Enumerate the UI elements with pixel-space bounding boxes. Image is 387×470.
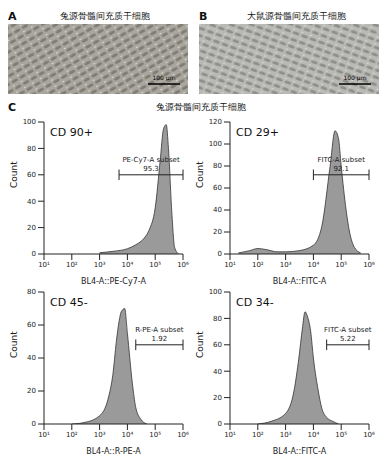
svg-text:80: 80 — [213, 162, 222, 170]
svg-text:Count: Count — [9, 161, 19, 188]
svg-text:BL4-A::FITC-A: BL4-A::FITC-A — [273, 277, 327, 286]
html-text:A: A — [8, 9, 17, 23]
svg-text:92.1: 92.1 — [333, 165, 349, 173]
svg-text:10⁶: 10⁶ — [363, 261, 375, 269]
svg-text:10⁶: 10⁶ — [363, 431, 375, 439]
svg-text:20: 20 — [27, 387, 36, 395]
svg-text:5.22: 5.22 — [340, 335, 356, 343]
svg-text:20: 20 — [213, 228, 222, 236]
svg-text:0: 0 — [32, 420, 36, 428]
svg-text:Count: Count — [195, 331, 205, 358]
svg-text:BL4-A::FITC-A: BL4-A::FITC-A — [273, 447, 327, 456]
svg-text:0: 0 — [218, 420, 222, 428]
svg-text:60: 60 — [27, 321, 36, 329]
svg-text:100 μm: 100 μm — [152, 74, 175, 82]
svg-text:100 μm: 100 μm — [343, 74, 366, 82]
svg-text:10⁴: 10⁴ — [308, 431, 320, 439]
svg-text:100: 100 — [209, 288, 222, 296]
svg-text:BL4-A::R-PE-A: BL4-A::R-PE-A — [86, 447, 141, 456]
html-text:CD 45-: CD 45- — [50, 296, 88, 309]
html-text:B: B — [199, 9, 208, 23]
svg-text:Count: Count — [195, 161, 205, 188]
html-text:CD 34-: CD 34- — [236, 296, 274, 309]
svg-text:PE-Cy7-A subset: PE-Cy7-A subset — [122, 156, 180, 164]
html-text:CD 29+: CD 29+ — [236, 126, 279, 139]
svg-text:10⁵: 10⁵ — [149, 261, 161, 269]
svg-text:40: 40 — [27, 354, 36, 362]
svg-text:10³: 10³ — [94, 261, 106, 269]
svg-text:10⁴: 10⁴ — [308, 261, 320, 269]
svg-text:0: 0 — [32, 250, 36, 258]
svg-text:10³: 10³ — [280, 261, 292, 269]
svg-text:40: 40 — [213, 368, 222, 376]
svg-text:10²: 10² — [252, 431, 264, 439]
svg-text:10¹: 10¹ — [224, 261, 236, 269]
svg-text:10²: 10² — [252, 261, 264, 269]
svg-text:10⁵: 10⁵ — [335, 261, 347, 269]
svg-text:FITC-A subset: FITC-A subset — [324, 326, 372, 334]
svg-text:100: 100 — [23, 118, 36, 126]
svg-text:10⁵: 10⁵ — [149, 431, 161, 439]
svg-text:BL4-A::PE-Cy7-A: BL4-A::PE-Cy7-A — [81, 277, 146, 286]
svg-text:60: 60 — [213, 184, 222, 192]
svg-text:80: 80 — [213, 315, 222, 323]
svg-text:R-PE-A subset: R-PE-A subset — [135, 326, 184, 334]
svg-text:60: 60 — [27, 171, 36, 179]
svg-text:20: 20 — [27, 224, 36, 232]
svg-text:10³: 10³ — [280, 431, 292, 439]
svg-text:95.3: 95.3 — [143, 165, 159, 173]
svg-text:120: 120 — [209, 118, 222, 126]
svg-text:10¹: 10¹ — [224, 431, 236, 439]
html-text:兔源骨髓间充质干细胞: 兔源骨髓间充质干细胞 — [60, 10, 150, 21]
html-text:大鼠源骨髓间充质干细胞: 大鼠源骨髓间充质干细胞 — [246, 10, 346, 21]
svg-text:10¹: 10¹ — [38, 431, 50, 439]
svg-text:10⁶: 10⁶ — [177, 261, 189, 269]
html-text:C: C — [8, 100, 17, 114]
svg-text:80: 80 — [27, 288, 36, 296]
svg-text:10⁴: 10⁴ — [122, 431, 134, 439]
html-text:兔源骨髓间充质干细胞: 兔源骨髓间充质干细胞 — [155, 101, 246, 112]
svg-text:20: 20 — [213, 394, 222, 402]
svg-text:Count: Count — [9, 331, 19, 358]
svg-text:80: 80 — [27, 145, 36, 153]
svg-text:10⁵: 10⁵ — [335, 431, 347, 439]
svg-text:0: 0 — [218, 250, 222, 258]
svg-text:40: 40 — [27, 198, 36, 206]
html-text:CD 90+: CD 90+ — [50, 126, 93, 139]
svg-text:10⁶: 10⁶ — [177, 431, 189, 439]
svg-text:10⁴: 10⁴ — [122, 261, 134, 269]
svg-text:10¹: 10¹ — [38, 261, 50, 269]
svg-text:100: 100 — [209, 140, 222, 148]
svg-text:60: 60 — [213, 341, 222, 349]
svg-text:40: 40 — [213, 206, 222, 214]
svg-text:10³: 10³ — [94, 431, 106, 439]
svg-text:FITC-A subset: FITC-A subset — [317, 156, 365, 164]
svg-text:10²: 10² — [66, 431, 78, 439]
svg-text:10²: 10² — [66, 261, 78, 269]
svg-text:1.92: 1.92 — [152, 335, 168, 343]
